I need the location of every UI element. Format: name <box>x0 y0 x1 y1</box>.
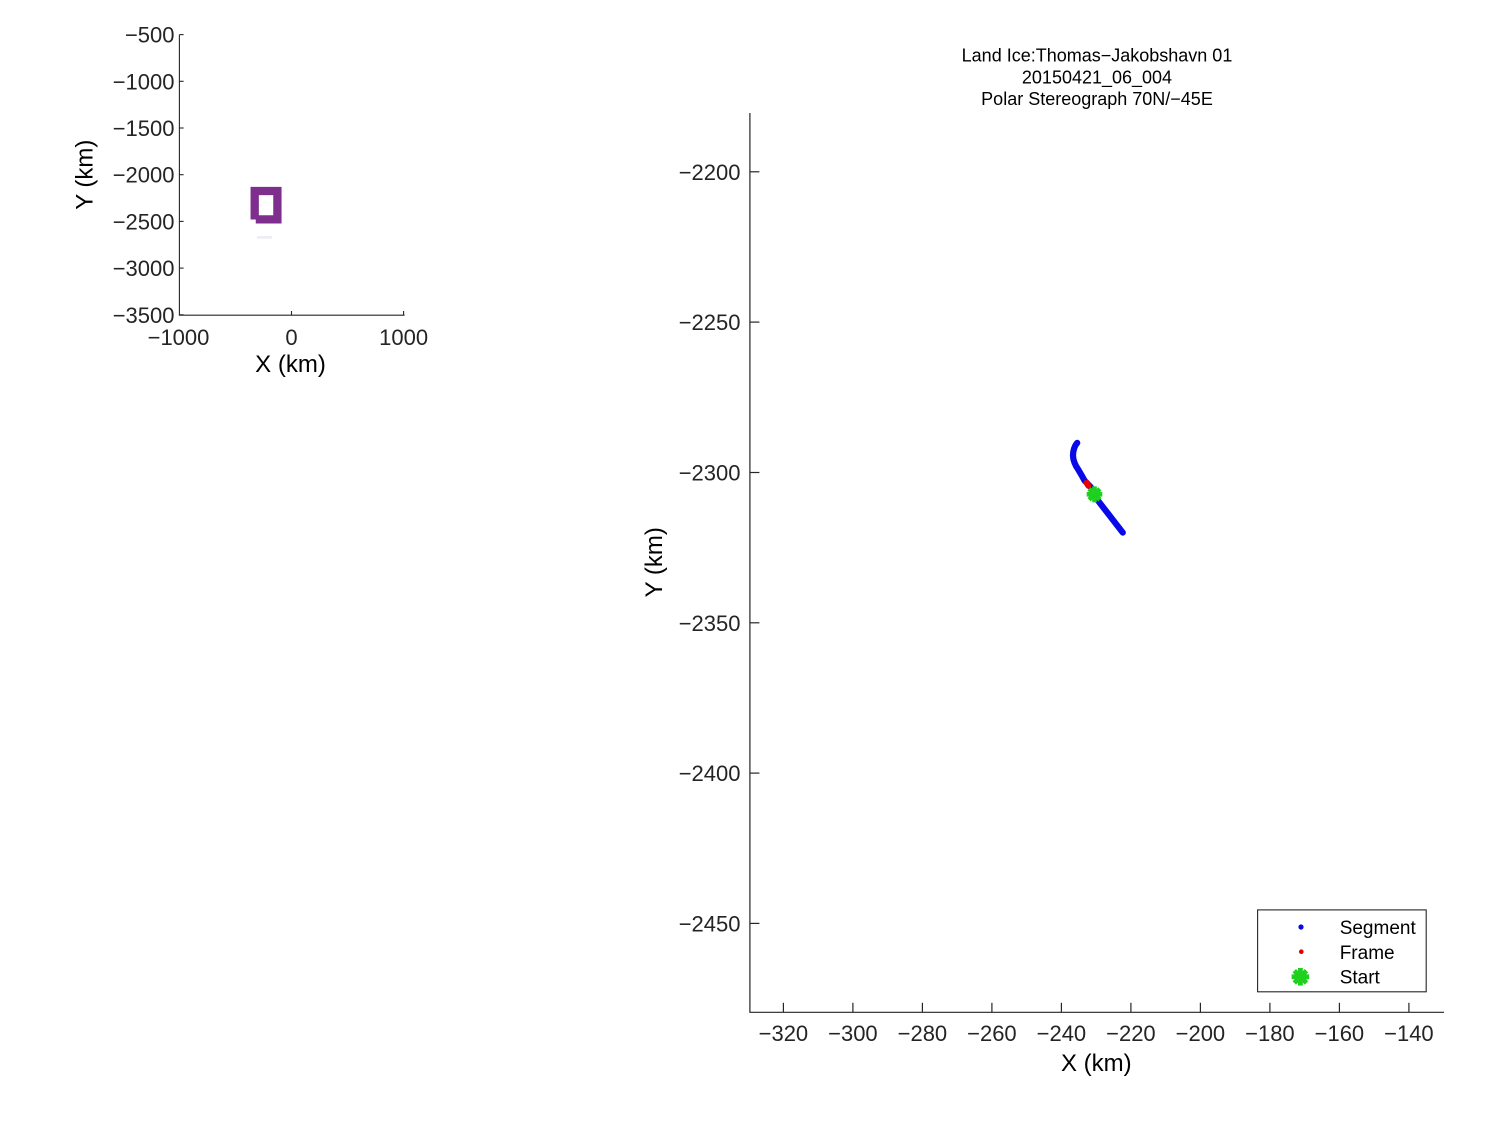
svg-text:−2350: −2350 <box>679 611 741 636</box>
svg-text:Polar Stereograph 70N/−45E: Polar Stereograph 70N/−45E <box>981 89 1213 109</box>
svg-text:−220: −220 <box>1106 1021 1156 1046</box>
svg-text:20150421_06_004: 20150421_06_004 <box>1022 68 1172 89</box>
svg-text:−240: −240 <box>1037 1021 1087 1046</box>
svg-text:−2500: −2500 <box>113 209 175 234</box>
svg-text:Frame: Frame <box>1340 943 1395 964</box>
svg-text:−3000: −3000 <box>113 256 175 281</box>
svg-text:−2300: −2300 <box>679 461 741 486</box>
svg-text:−3500: −3500 <box>113 303 175 328</box>
svg-text:−2450: −2450 <box>679 911 741 936</box>
svg-text:−200: −200 <box>1176 1021 1226 1046</box>
svg-text:−1500: −1500 <box>113 116 175 141</box>
svg-text:−280: −280 <box>898 1021 948 1046</box>
svg-text:−160: −160 <box>1315 1021 1365 1046</box>
svg-text:−1000: −1000 <box>148 325 210 350</box>
svg-text:−260: −260 <box>967 1021 1017 1046</box>
svg-text:X (km): X (km) <box>255 351 326 378</box>
svg-text:Y (km): Y (km) <box>641 527 668 597</box>
svg-text:−500: −500 <box>125 23 175 48</box>
svg-text:Segment: Segment <box>1340 918 1417 939</box>
svg-text:−300: −300 <box>828 1021 878 1046</box>
svg-text:−320: −320 <box>759 1021 809 1046</box>
svg-text:Land Ice:Thomas−Jakobshavn 01: Land Ice:Thomas−Jakobshavn 01 <box>962 45 1233 65</box>
svg-text:−2200: −2200 <box>679 160 741 185</box>
svg-text:Start: Start <box>1340 968 1381 989</box>
svg-text:1000: 1000 <box>379 325 428 350</box>
svg-text:X (km): X (km) <box>1061 1050 1132 1077</box>
svg-text:−2000: −2000 <box>113 163 175 188</box>
svg-text:−1000: −1000 <box>113 69 175 94</box>
svg-text:−180: −180 <box>1245 1021 1295 1046</box>
svg-text:Y (km): Y (km) <box>72 140 99 210</box>
svg-text:0: 0 <box>285 325 297 350</box>
svg-text:−140: −140 <box>1384 1021 1434 1046</box>
svg-text:−2400: −2400 <box>679 761 741 786</box>
svg-text:−2250: −2250 <box>679 310 741 335</box>
